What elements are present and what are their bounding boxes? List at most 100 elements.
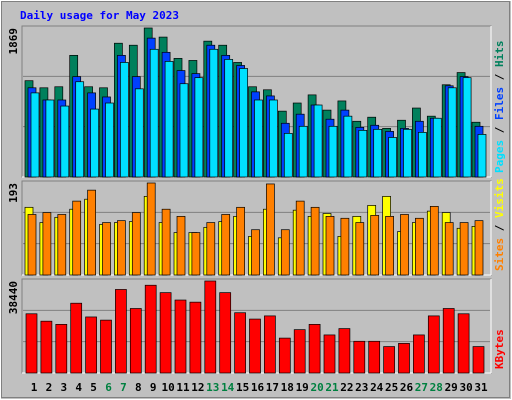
bar [117,220,126,276]
bar [70,302,83,374]
bar [159,292,172,374]
x-tick-label: 21 [325,381,339,394]
bar [179,83,189,178]
x-tick-label: 30 [459,381,472,394]
bar [90,108,99,178]
bar [206,222,216,276]
y-max-label: 1869 [7,28,20,55]
x-tick-label: 29 [445,381,458,394]
bar [131,212,141,276]
bar [72,200,82,276]
x-tick-label: 6 [105,381,112,394]
x-tick-label: 10 [161,381,174,394]
bar [264,315,276,374]
bar [295,200,305,276]
bar [313,104,323,178]
bar [164,61,174,178]
bar [236,206,245,276]
bar [340,217,350,276]
legend-separator: / [493,67,506,87]
bar [42,212,52,276]
bar [472,346,485,374]
bar [146,182,156,276]
bar [432,117,442,178]
x-tick-label: 3 [60,381,67,394]
bar [85,316,97,374]
bar [298,125,308,178]
bar [176,216,186,276]
bar [75,81,85,178]
bar [429,206,439,276]
x-tick-label: 17 [266,381,279,394]
x-tick-label: 18 [281,381,294,394]
bar [27,214,37,276]
bar [323,334,336,374]
bar [40,320,53,374]
bar [60,105,70,178]
chart-title: Daily usage for May 2023 [20,9,179,22]
bar [462,77,472,178]
bar [239,68,248,178]
bar [161,208,171,276]
bar [209,48,219,178]
bar [353,340,366,374]
bar [189,301,202,374]
bar [368,340,381,374]
x-tick-label: 15 [236,381,249,394]
x-tick-label: 28 [430,381,443,394]
bar [144,284,157,374]
bar [283,133,293,178]
bar [254,99,263,178]
bar [370,215,380,276]
bar [385,216,394,276]
x-tick-label: 19 [296,381,309,394]
bar [328,125,338,178]
legend-entry: Files [493,87,506,120]
x-tick-label: 16 [251,381,265,394]
x-tick-label: 7 [120,381,127,394]
bar [129,308,142,374]
bar [413,334,425,374]
legend: Sites / Visits [493,178,506,271]
legend-separator: / [493,218,506,238]
bar [278,337,291,374]
x-tick-label: 27 [415,381,428,394]
x-tick-label: 22 [340,381,353,394]
bar [174,299,187,374]
bar [293,329,306,374]
bar [477,134,487,178]
bar [459,222,469,276]
bar [343,115,353,178]
x-tick-label: 9 [150,381,157,394]
bar [45,99,55,178]
bar [447,87,457,178]
bar [30,92,40,178]
bar [251,229,260,276]
bar [194,77,204,178]
bar [415,217,424,276]
bar [308,324,321,374]
bar [269,99,278,178]
bar [234,312,246,374]
x-tick-label: 11 [176,381,190,394]
bar [249,318,261,374]
legend-entry: Sites [493,238,506,271]
bar [388,137,397,178]
x-tick-label: 12 [191,381,204,394]
bar [266,183,275,276]
x-tick-label: 5 [90,381,97,394]
legend: Pages / Files / Hits [493,41,506,174]
bar [400,214,409,276]
bar [338,328,351,374]
bar [224,59,234,178]
x-tick-label: 4 [75,381,82,394]
bar [418,132,427,178]
x-tick-label: 1 [31,381,38,394]
bar [358,130,368,178]
legend-entry: KBytes [493,329,506,369]
bar [219,292,232,374]
x-tick-label: 25 [385,381,398,394]
legend: KBytes [493,329,506,369]
